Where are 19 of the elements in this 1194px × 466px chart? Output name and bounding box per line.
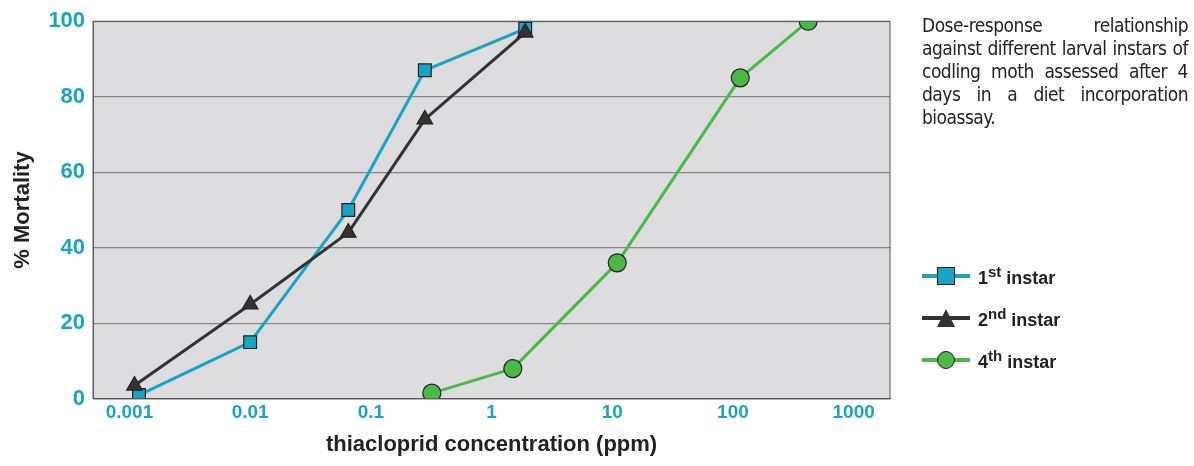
y-axis-title: % Mortality (9, 150, 35, 269)
y-tick-label: 40 (60, 233, 86, 259)
x-tick-label: 0.01 (231, 401, 270, 423)
y-tick-label: 0 (72, 384, 86, 410)
text: Dose-response relationship against different larval instars of codling moth assessed after 4 days in a diet incorporation bioassay. (922, 14, 1188, 129)
y-tick-label: 80 (60, 82, 86, 108)
x-tick-label: 10 (601, 401, 623, 423)
x-tick-label: 1 (486, 401, 498, 423)
y-tick-label: 60 (60, 158, 86, 184)
y-tick-label: 20 (60, 309, 86, 335)
x-tick-label: 1000 (832, 401, 875, 423)
legend-label: 1$^{st}$ instar (978, 263, 1056, 289)
x-tick-label: 0.001 (105, 401, 154, 423)
x-tick-label: 0.1 (357, 401, 385, 423)
legend-label: 4$^{th}$ instar (978, 347, 1057, 373)
x-tick-label: 100 (717, 401, 749, 423)
x-axis-title: thiacloprid concentration (ppm) (325, 430, 658, 456)
legend-label: 2$^{nd}$ instar (978, 305, 1061, 331)
y-tick-label: 100 (48, 7, 86, 33)
